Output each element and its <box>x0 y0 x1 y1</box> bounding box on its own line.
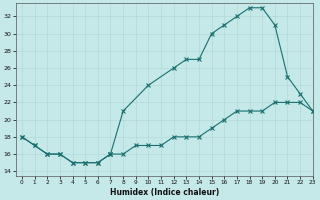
X-axis label: Humidex (Indice chaleur): Humidex (Indice chaleur) <box>109 188 219 197</box>
